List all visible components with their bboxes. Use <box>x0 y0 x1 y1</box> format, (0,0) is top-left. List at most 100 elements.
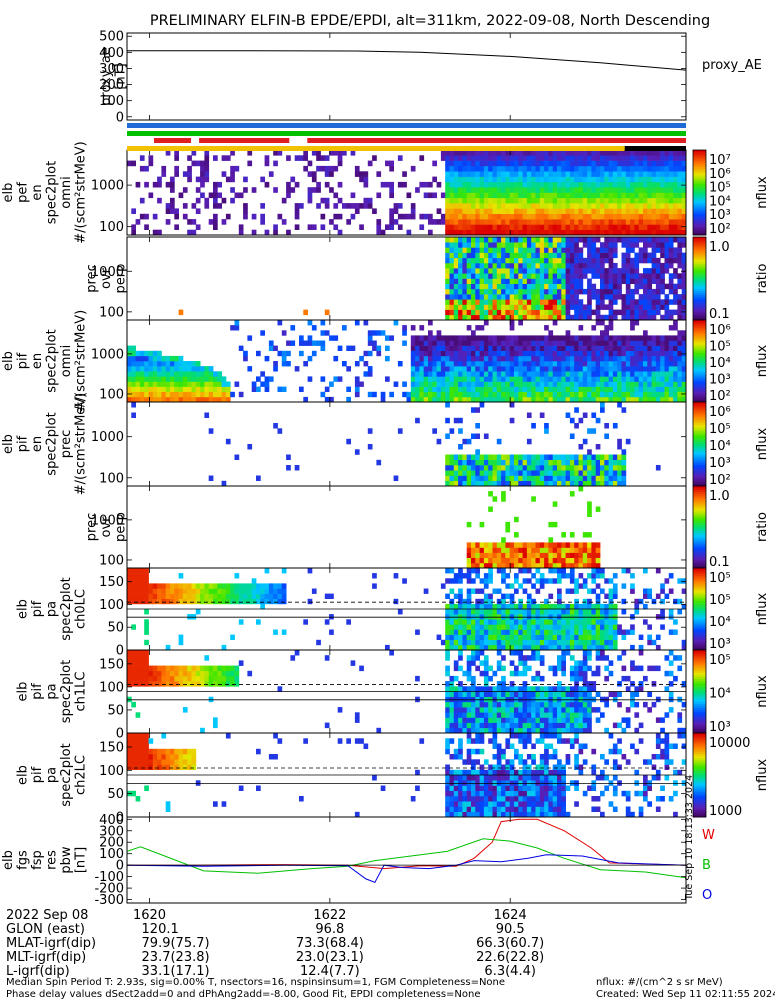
heatmap-cell <box>621 335 627 341</box>
colorbar-segment <box>693 389 706 393</box>
heatmap-cell <box>496 278 502 284</box>
heatmap-cell <box>595 386 601 392</box>
heatmap-cell <box>681 252 687 259</box>
heatmap-cell <box>600 588 605 594</box>
heatmap-cell <box>608 187 614 193</box>
heatmap-cell <box>565 224 571 230</box>
heatmap-cell <box>548 288 554 295</box>
heatmap-cell <box>634 208 640 214</box>
heatmap-cell <box>475 288 480 295</box>
heatmap-cell <box>419 345 425 351</box>
colorbar-segment <box>693 549 706 552</box>
heatmap-cell <box>127 345 132 351</box>
heatmap-cell <box>522 350 528 357</box>
heatmap-cell <box>144 588 149 594</box>
heatmap-cell <box>152 396 158 403</box>
heatmap-cell <box>531 314 536 321</box>
heatmap-cell <box>561 381 566 387</box>
heatmap-cell <box>582 547 588 553</box>
heatmap-cell <box>557 644 562 651</box>
colorbar-segment <box>693 158 706 162</box>
heatmap-cell <box>617 208 622 214</box>
heatmap-cell <box>569 644 575 651</box>
heatmap-cell <box>376 350 382 357</box>
heatmap-cell <box>428 391 433 398</box>
heatmap-cell <box>501 634 506 640</box>
heatmap-cell <box>677 283 683 290</box>
colorbar-segment <box>693 410 706 413</box>
heatmap-cell <box>483 150 489 156</box>
colorbar-segment <box>693 344 706 348</box>
heatmap-cell <box>204 203 210 209</box>
heatmap-cell <box>445 268 450 274</box>
heatmap-cell <box>526 176 532 183</box>
heatmap-cell <box>488 480 493 487</box>
heatmap-cell <box>518 197 523 204</box>
heatmap-cell <box>462 262 468 269</box>
heatmap-cell <box>604 366 609 372</box>
heatmap-cell <box>604 355 609 362</box>
heatmap-cell <box>479 257 485 264</box>
heatmap-cell <box>526 309 532 316</box>
heatmap-cell <box>677 396 683 403</box>
heatmap-cell <box>509 257 515 264</box>
heatmap-cell <box>557 603 562 610</box>
heatmap-cell <box>458 273 463 279</box>
heatmap-cell <box>144 366 149 372</box>
heatmap-cell <box>544 361 549 367</box>
heatmap-cell <box>612 396 618 403</box>
heatmap-cell <box>204 155 210 161</box>
heatmap-cell <box>380 181 386 188</box>
heatmap-cell <box>458 165 463 172</box>
heatmap-cell <box>557 345 562 351</box>
heatmap-cell <box>535 557 541 564</box>
heatmap-cell <box>544 299 549 305</box>
heatmap-cell <box>552 634 558 640</box>
heatmap-cell <box>544 208 549 214</box>
heatmap-cell <box>475 396 480 403</box>
heatmap-cell <box>475 366 480 372</box>
heatmap-cell <box>471 361 476 367</box>
heatmap-cell <box>548 314 554 321</box>
heatmap-cell <box>526 412 532 418</box>
heatmap-cell <box>462 150 468 156</box>
heatmap-cell <box>569 340 575 346</box>
colorbar-segment <box>693 570 706 573</box>
heatmap-cell <box>127 593 132 599</box>
heatmap-cell <box>449 619 455 625</box>
heatmap-cell <box>320 391 326 398</box>
heatmap-cell <box>544 160 549 167</box>
heatmap-cell <box>393 573 399 579</box>
heatmap-cell <box>634 252 640 259</box>
heatmap-cell <box>299 155 304 161</box>
heatmap-cell <box>604 288 609 295</box>
heatmap-cell <box>587 229 592 236</box>
heatmap-cell <box>144 573 149 579</box>
heatmap-cell <box>410 361 416 367</box>
colorbar-segment <box>693 551 706 555</box>
heatmap-cell <box>608 624 614 630</box>
colorbar-segment <box>693 232 706 236</box>
heatmap-cell <box>479 340 485 346</box>
heatmap-cell <box>548 568 554 574</box>
heatmap-cell <box>552 224 558 230</box>
heatmap-cell <box>359 355 364 362</box>
heatmap-cell <box>453 247 459 253</box>
heatmap-cell <box>595 629 601 635</box>
heatmap-cell <box>647 396 652 403</box>
heatmap-cell <box>462 366 468 372</box>
heatmap-cell <box>453 609 459 615</box>
y-tick-label: 1000 <box>91 347 124 362</box>
heatmap-cell <box>569 299 575 305</box>
heatmap-cell <box>170 371 175 377</box>
heatmap-cell <box>453 639 459 646</box>
heatmap-cell <box>625 213 631 220</box>
colorbar-segment <box>693 377 706 380</box>
heatmap-cell <box>475 257 480 264</box>
colorbar-segment <box>693 572 706 575</box>
heatmap-cell <box>638 187 644 193</box>
heatmap-cell <box>466 624 472 630</box>
